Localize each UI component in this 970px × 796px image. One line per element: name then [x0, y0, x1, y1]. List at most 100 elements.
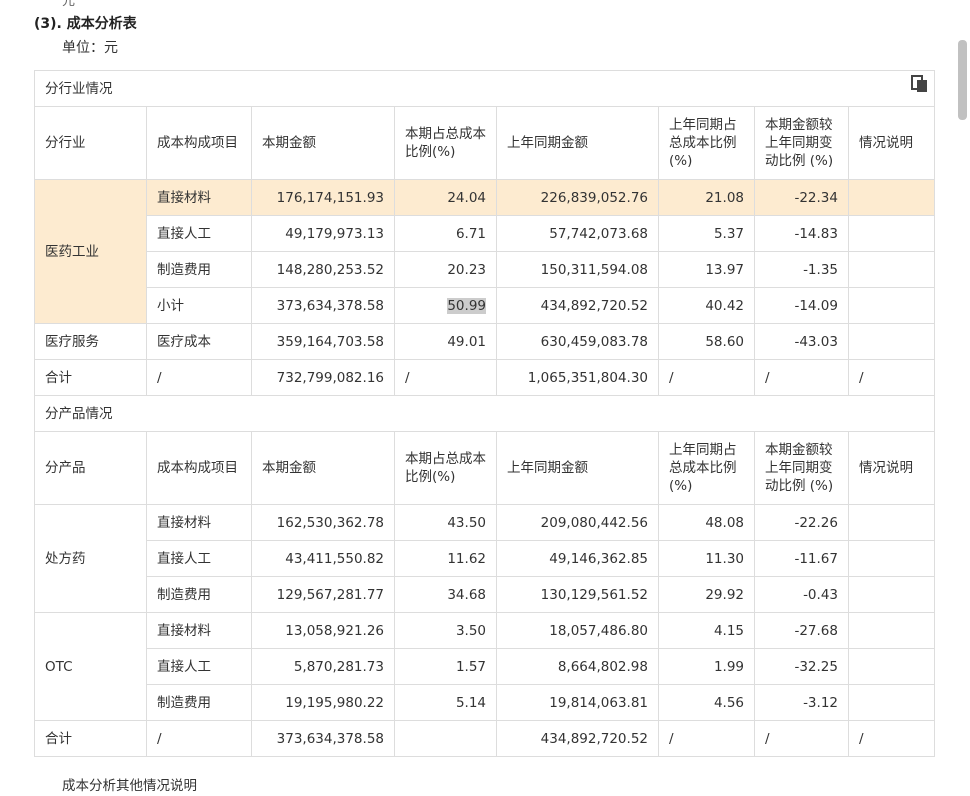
value-cell: 18,057,486.80	[496, 612, 659, 649]
total-cell: 373,634,378.58	[251, 720, 395, 757]
component-cell: 制造费用	[146, 576, 252, 613]
value-cell: 49,179,973.13	[251, 215, 395, 252]
value-cell: 5,870,281.73	[251, 648, 395, 685]
header-cell: 分行业	[34, 106, 147, 180]
total-cell: /	[146, 720, 252, 757]
data-row: 医疗服务 医疗成本 359,164,703.58 49.01 630,459,083.7…	[34, 323, 935, 360]
value-cell: 19,814,063.81	[496, 684, 659, 721]
note-cell	[848, 576, 935, 613]
note-cell	[848, 179, 935, 216]
note-cell	[848, 287, 935, 324]
header-cell: 本期占总成本比例(%)	[394, 431, 497, 505]
note-cell	[848, 504, 935, 541]
group-cell: 医疗服务	[34, 323, 147, 360]
header-cell: 成本构成项目	[146, 431, 252, 505]
value-cell: 434,892,720.52	[496, 287, 659, 324]
copy-icon[interactable]	[911, 75, 929, 93]
total-cell: /	[146, 359, 252, 396]
total-cell: 合计	[34, 720, 147, 757]
value-cell: 176,174,151.93	[251, 179, 395, 216]
value-cell: 50.99	[394, 287, 497, 324]
data-row: 直接人工 43,411,550.82 11.62 49,146,362.85 11.30…	[35, 540, 935, 577]
unit: 单位：元	[62, 40, 118, 56]
note-cell	[848, 684, 935, 721]
value-cell: -43.03	[754, 323, 849, 360]
caption-row: 分行业情况	[34, 70, 935, 107]
component-cell: 小计	[146, 287, 252, 324]
section-title: (3). 成本分析表	[34, 16, 137, 32]
group-cell: 医药工业	[34, 179, 147, 324]
group-cell: OTC	[34, 612, 147, 721]
value-cell: 8,664,802.98	[496, 648, 659, 685]
value-cell: 5.14	[394, 684, 497, 721]
header-cell: 本期金额	[251, 431, 395, 505]
data-row: 小计 373,634,378.58 50.99 434,892,720.52 40.42…	[35, 287, 935, 324]
value-cell: 19,195,980.22	[251, 684, 395, 721]
section-caption: 分行业情况	[34, 70, 935, 107]
value-cell: -0.43	[754, 576, 849, 613]
header-cell: 上年同期金额	[496, 431, 659, 505]
total-cell: /	[394, 359, 497, 396]
value-cell: 43.50	[394, 504, 497, 541]
header-cell: 本期金额较上年同期变动比例 (%)	[754, 431, 849, 505]
value-cell: 21.08	[658, 179, 755, 216]
total-row: 合计/732,799,082.16/1,065,351,804.30// /	[34, 359, 935, 396]
component-cell: 直接材料	[146, 612, 252, 649]
note-cell	[848, 251, 935, 288]
header-row: 分行业 成本构成项目 本期金额 本期占总成本比例(%) 上年同期金额 上年同期占总成本比例…	[34, 106, 935, 180]
header-row: 分产品 成本构成项目 本期金额 本期占总成本比例(%) 上年同期金额 上年同期占总成本比例…	[34, 431, 935, 505]
selected-text: 50.99	[447, 297, 486, 314]
note-cell	[848, 648, 935, 685]
value-cell: 11.62	[394, 540, 497, 577]
value-cell: -3.12	[754, 684, 849, 721]
value-cell: -32.25	[754, 648, 849, 685]
component-cell: 医疗成本	[146, 323, 252, 360]
value-cell: 20.23	[394, 251, 497, 288]
value-cell: 150,311,594.08	[496, 251, 659, 288]
value-cell: -27.68	[754, 612, 849, 649]
component-cell: 直接材料	[146, 179, 252, 216]
value-cell: 58.60	[658, 323, 755, 360]
data-row: OTC 直接材料 13,058,921.26 3.50 18,057,486.80 4.1…	[34, 612, 935, 721]
data-row: 制造费用 19,195,980.22 5.14 19,814,063.81 4.56 -3…	[35, 684, 935, 721]
value-cell: -22.26	[754, 504, 849, 541]
total-row: 合计/373,634,378.58 434,892,720.52// /	[34, 720, 935, 757]
value-cell: -14.09	[754, 287, 849, 324]
header-cell: 本期金额	[251, 106, 395, 180]
value-cell: 13,058,921.26	[251, 612, 395, 649]
value-cell: 373,634,378.58	[251, 287, 395, 324]
header-cell: 上年同期占总成本比例(%)	[658, 106, 755, 180]
value-cell: 4.15	[658, 612, 755, 649]
scrollbar[interactable]	[958, 40, 967, 120]
total-cell: /	[754, 359, 849, 396]
footer-note: 成本分析其他情况说明	[62, 778, 197, 794]
caption-row: 分产品情况	[34, 395, 935, 432]
value-cell: 57,742,073.68	[496, 215, 659, 252]
value-cell: 3.50	[394, 612, 497, 649]
data-row: 直接人工 49,179,973.13 6.71 57,742,073.68 5.37 -1…	[35, 215, 935, 252]
total-cell: /	[658, 359, 755, 396]
top-fragment: 元	[62, 0, 76, 9]
value-cell: 11.30	[658, 540, 755, 577]
total-cell: /	[848, 359, 935, 396]
value-cell: 49,146,362.85	[496, 540, 659, 577]
value-cell: 34.68	[394, 576, 497, 613]
note-cell	[848, 612, 935, 649]
value-cell: -22.34	[754, 179, 849, 216]
total-cell: /	[848, 720, 935, 757]
data-row: 处方药 直接材料 162,530,362.78 43.50 209,080,442.56…	[34, 504, 935, 613]
value-cell: 4.56	[658, 684, 755, 721]
header-cell: 上年同期占总成本比例(%)	[658, 431, 755, 505]
value-cell: 148,280,253.52	[251, 251, 395, 288]
value-cell: -11.67	[754, 540, 849, 577]
note-cell	[848, 323, 935, 360]
data-row: 制造费用 148,280,253.52 20.23 150,311,594.08 13.…	[35, 251, 935, 288]
value-cell: 13.97	[658, 251, 755, 288]
data-row: 直接人工 5,870,281.73 1.57 8,664,802.98 1.99 -32.…	[35, 648, 935, 685]
header-cell: 本期占总成本比例(%)	[394, 106, 497, 180]
component-cell: 制造费用	[146, 684, 252, 721]
total-cell: /	[658, 720, 755, 757]
total-cell: /	[754, 720, 849, 757]
value-cell: 48.08	[658, 504, 755, 541]
